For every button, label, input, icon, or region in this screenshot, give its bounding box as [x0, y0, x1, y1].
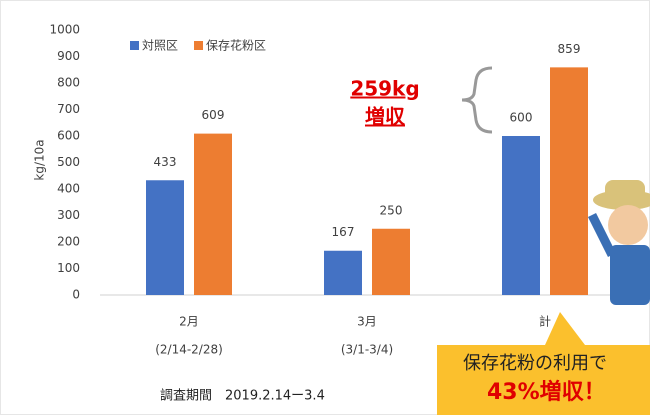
- legend-label: 対照区: [142, 39, 178, 53]
- y-tick-label: 400: [57, 182, 80, 196]
- callout-text: 保存花粉の利用で: [463, 353, 607, 374]
- y-tick-label: 900: [57, 49, 80, 63]
- legend-label: 保存花粉区: [206, 38, 266, 53]
- footnote: 調査期間 2019.2.14ー3.4: [160, 389, 325, 404]
- face: [608, 205, 648, 245]
- value-label: 250: [380, 203, 403, 217]
- y-tick-label: 600: [57, 129, 80, 143]
- bar: [550, 67, 588, 295]
- value-label: 167: [332, 225, 355, 239]
- x-tick-label: 計: [539, 314, 551, 329]
- x-tick-label: 2月: [179, 315, 199, 329]
- y-tick-label: 800: [57, 76, 80, 90]
- y-tick-label: 300: [57, 208, 80, 222]
- y-tick-label: 700: [57, 102, 80, 116]
- value-label: 859: [558, 42, 581, 56]
- bar: [324, 251, 362, 295]
- farmer-illustration: [592, 180, 650, 305]
- y-tick-label: 200: [57, 235, 80, 249]
- chart: kg/10a 259kg 増収 0 100 200 300 400 500 600 700 80…: [0, 0, 650, 415]
- y-tick-label: 500: [57, 155, 80, 169]
- annotation: 増収: [365, 105, 406, 129]
- y-tick-label: 1000: [49, 23, 80, 37]
- x-tick-note: (2/14-2/28): [155, 343, 223, 357]
- value-label: 600: [510, 111, 533, 125]
- bar: [146, 180, 184, 295]
- legend-swatch: [130, 41, 139, 50]
- callout-highlight: 43%増収！: [487, 379, 606, 405]
- bracket: [462, 68, 492, 132]
- x-tick-label: 3月: [357, 315, 377, 329]
- y-tick-label: 100: [57, 261, 80, 275]
- value-label: 433: [154, 155, 177, 169]
- y-axis-label: kg/10a: [33, 139, 47, 180]
- body: [610, 245, 650, 305]
- bar: [372, 229, 410, 295]
- bar: [502, 136, 540, 295]
- hat-top: [605, 180, 645, 200]
- bar: [194, 134, 232, 295]
- x-tick-note: (3/1-3/4): [341, 343, 393, 357]
- annotation: 259kg: [350, 77, 419, 101]
- value-label: 609: [202, 108, 225, 122]
- y-tick-label: 0: [72, 288, 80, 302]
- legend-swatch: [194, 41, 203, 50]
